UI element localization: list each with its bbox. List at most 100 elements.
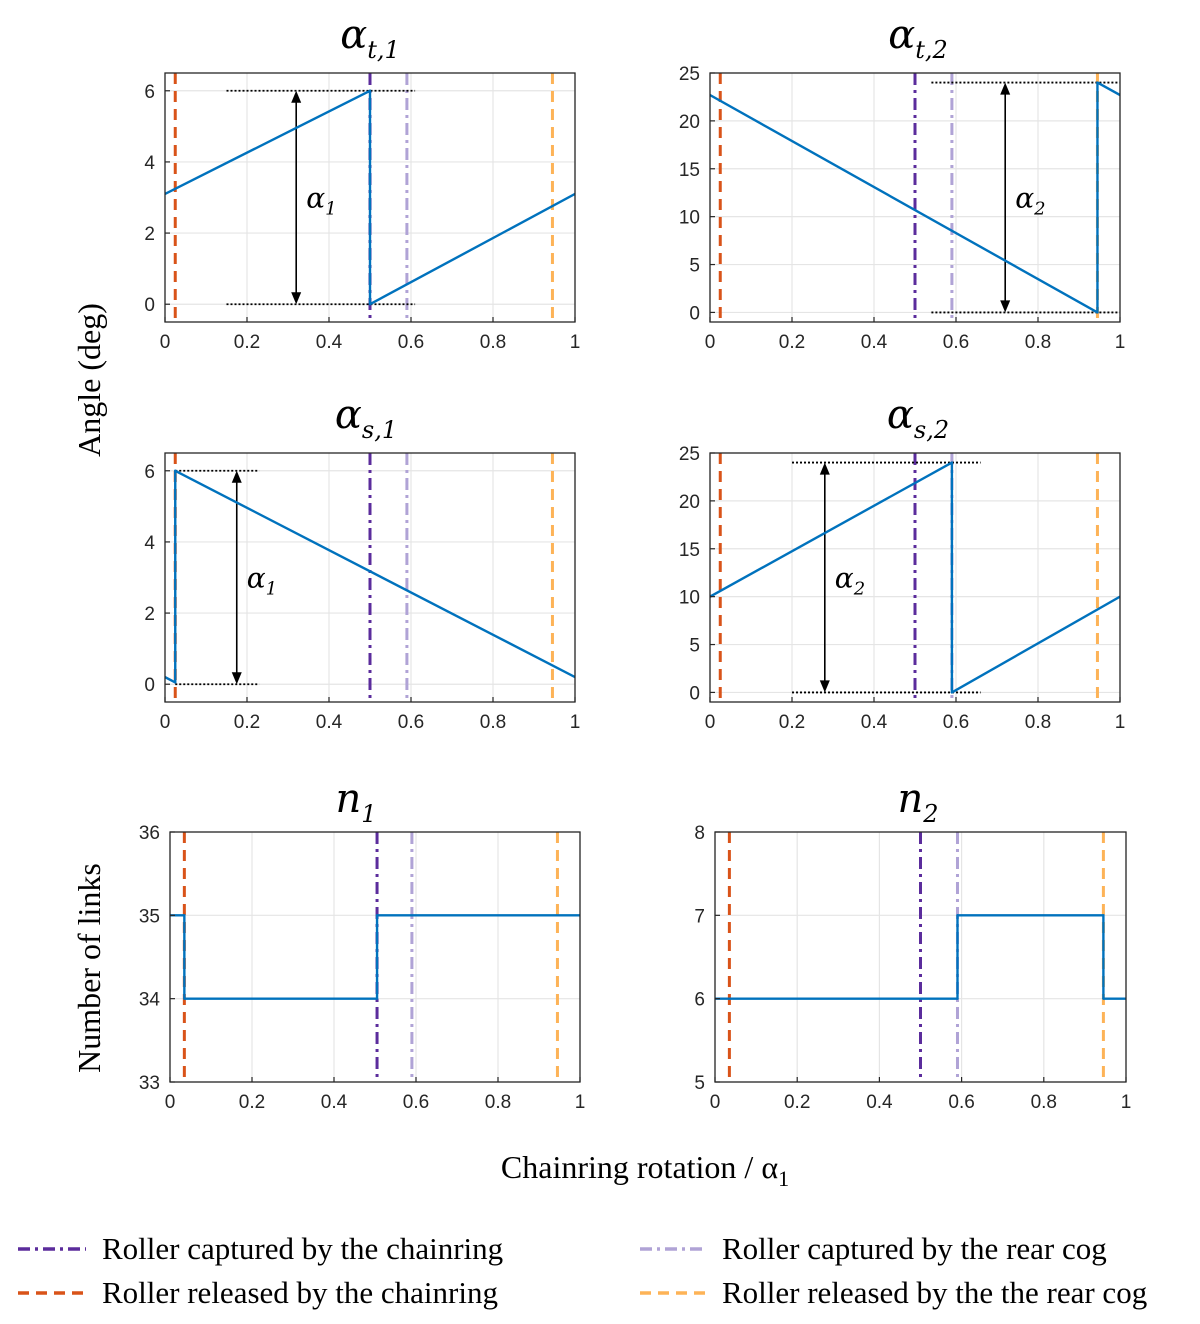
panel-title-main: n [335, 776, 361, 822]
panel-title-main: n [897, 776, 923, 822]
panel-title-main: α [340, 12, 367, 58]
y-tick-label: 0 [689, 683, 700, 704]
legend-label: Roller released by the chainring [102, 1275, 498, 1310]
y-tick-label: 4 [144, 153, 155, 174]
y-tick-label: 35 [139, 906, 160, 927]
y-tick-label: 0 [689, 303, 700, 324]
dimension-label: α2 [835, 562, 865, 600]
y-tick-label: 25 [679, 64, 700, 85]
axes-frame [164, 72, 576, 323]
x-tick-label: 1 [1115, 332, 1126, 353]
x-tick-label: 0.4 [321, 1092, 348, 1113]
panel-title-subscript: t,2 [915, 36, 948, 64]
y-tick-label: 10 [679, 588, 700, 609]
series-segment [1096, 81, 1120, 97]
legend-item-released-rear: Roller released by the the rear cog [640, 1275, 1147, 1310]
panel-title-main: α [335, 392, 362, 438]
xlabel-subscript: 1 [778, 1166, 789, 1191]
dimension-label-main: α [306, 182, 325, 215]
series-segment [710, 93, 1099, 314]
x-tick-label: 0.8 [480, 712, 506, 733]
axes-frame [709, 72, 1121, 323]
y-tick-label: 15 [679, 540, 700, 561]
panel-title: αs,2 [887, 392, 949, 444]
xlabel-chainring-rotation: Chainring rotation / α1 [501, 1149, 789, 1191]
x-tick-label: 0.8 [1025, 332, 1051, 353]
x-tick-label: 0.8 [1025, 712, 1051, 733]
legend-label: Roller captured by the chainring [102, 1231, 503, 1266]
axes-frame [709, 452, 1121, 703]
x-tick-label: 0.8 [480, 332, 506, 353]
y-tick-label: 20 [679, 112, 700, 133]
dimension-label-main: α [835, 562, 854, 595]
x-tick-label: 0.6 [943, 332, 969, 353]
x-tick-label: 0.4 [316, 332, 343, 353]
x-tick-label: 0 [705, 712, 716, 733]
series-segment [950, 595, 1120, 694]
panel-title-subscript: t,1 [367, 36, 400, 64]
legend-label: Roller released by the the rear cog [722, 1275, 1147, 1310]
series-segment [174, 469, 575, 679]
x-tick-label: 0.2 [779, 712, 805, 733]
y-tick-label: 20 [679, 492, 700, 513]
x-tick-label: 0 [705, 332, 716, 353]
x-tick-label: 0.2 [234, 712, 260, 733]
y-tick-label: 2 [144, 224, 155, 245]
dimension-arrow-head-bottom [819, 680, 830, 693]
ylabel-angle: Angle (deg) [71, 303, 107, 457]
dimension-label-main: α [247, 562, 266, 595]
dimension-arrow-head-bottom [1000, 300, 1011, 313]
dimension-label-subscript: 2 [853, 579, 865, 600]
y-tick-label: 25 [679, 444, 700, 465]
dimension-arrow-head-top [1000, 82, 1011, 95]
panel-title-subscript: 1 [361, 800, 376, 828]
legend: Roller captured by the chainring Roller c… [18, 1231, 1147, 1310]
x-tick-label: 0.6 [943, 712, 969, 733]
dimension-label-subscript: 2 [1033, 199, 1045, 220]
y-tick-label: 15 [679, 160, 700, 181]
panel-title: αt,1 [340, 12, 400, 64]
panel-title: n1 [335, 776, 376, 828]
x-tick-label: 0.8 [1031, 1092, 1057, 1113]
panel-title: αt,2 [888, 12, 948, 64]
y-tick-label: 5 [689, 636, 700, 657]
x-tick-label: 0 [165, 1092, 176, 1113]
dimension-label: α2 [1015, 182, 1045, 220]
y-tick-label: 7 [694, 906, 705, 927]
x-tick-label: 0.2 [234, 332, 260, 353]
legend-label: Roller captured by the rear cog [722, 1231, 1107, 1266]
y-tick-label: 34 [139, 990, 161, 1011]
y-tick-label: 33 [139, 1073, 160, 1094]
x-tick-label: 0.2 [239, 1092, 265, 1113]
dimension-label: α1 [306, 182, 336, 220]
x-tick-label: 0.6 [398, 332, 424, 353]
dimension-arrow-head-bottom [231, 672, 242, 685]
plot-area [170, 832, 580, 1082]
x-tick-label: 0.2 [784, 1092, 810, 1113]
y-tick-label: 8 [694, 823, 705, 844]
dimension-label-subscript: 1 [266, 579, 277, 600]
panel-title-subscript: s,2 [914, 416, 949, 444]
panel-title-subscript: 2 [922, 800, 938, 828]
dimension-arrow-head-top [291, 90, 302, 103]
axes-frame [714, 831, 1127, 1083]
x-tick-label: 0.8 [485, 1092, 511, 1113]
x-tick-label: 0.6 [403, 1092, 429, 1113]
panel-title: n2 [897, 776, 938, 828]
x-tick-label: 1 [570, 712, 581, 733]
panel-title-main: α [888, 12, 915, 58]
x-tick-label: 0.4 [861, 712, 888, 733]
y-tick-label: 6 [144, 462, 155, 483]
x-tick-label: 0 [160, 332, 171, 353]
axes-frame [164, 452, 576, 703]
panel-title: αs,1 [335, 392, 397, 444]
x-tick-label: 0.4 [866, 1092, 893, 1113]
x-tick-label: 0.6 [398, 712, 424, 733]
y-tick-label: 4 [144, 533, 155, 554]
